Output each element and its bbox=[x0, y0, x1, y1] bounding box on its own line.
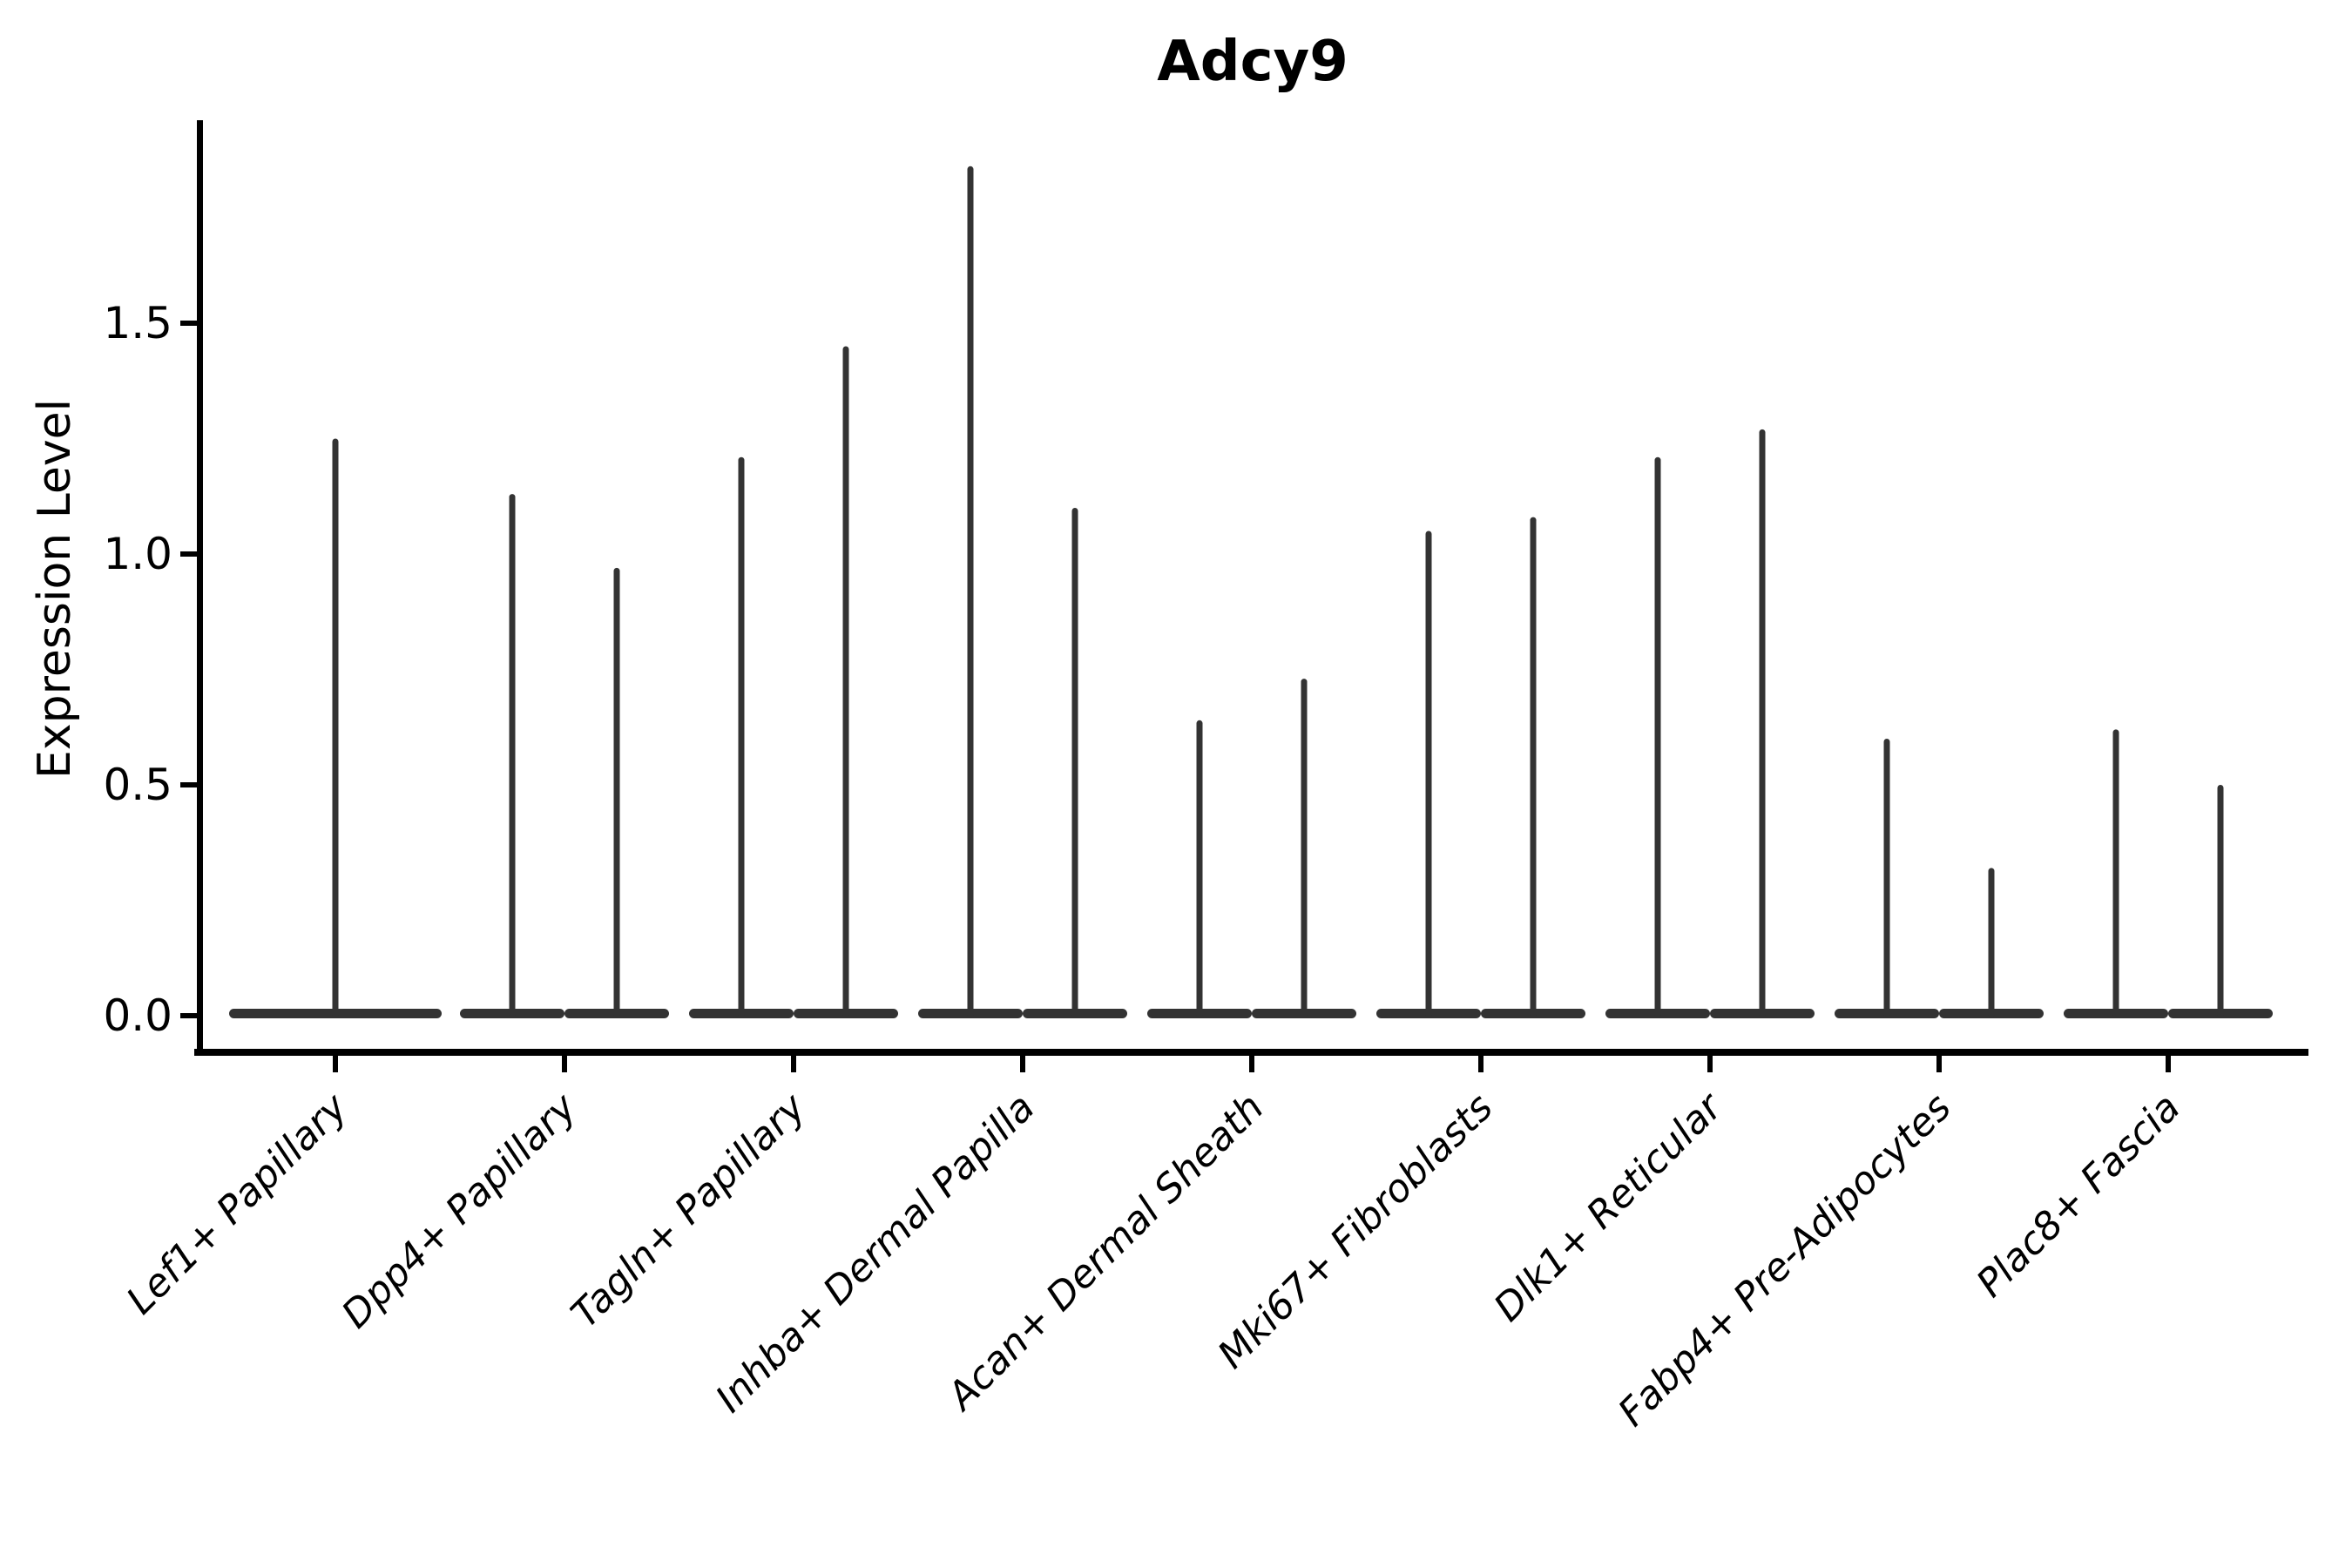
x-tick-label: Lef1+ Papillary bbox=[118, 1085, 357, 1323]
violin-spike bbox=[1301, 679, 1308, 1017]
violin-spike bbox=[2217, 785, 2224, 1017]
violin-spike bbox=[1883, 739, 1890, 1017]
x-tick-label: Dlk1+ Reticular bbox=[1485, 1084, 1732, 1330]
violin-spike bbox=[1530, 517, 1537, 1017]
axes-spines bbox=[194, 120, 2308, 1056]
bottom-spine bbox=[194, 1049, 2308, 1056]
violin-spike bbox=[2112, 729, 2119, 1017]
violin-spike bbox=[1196, 720, 1203, 1017]
x-tick-label: Tagln+ Papillary bbox=[563, 1085, 814, 1336]
x-tick-label: Dpp4+ Papillary bbox=[334, 1085, 586, 1337]
x-tick-label: Plac8+ Fascia bbox=[1968, 1085, 2188, 1306]
chart-title: Adcy9 bbox=[1157, 30, 1348, 94]
violin-spike bbox=[509, 494, 516, 1017]
violin-spike bbox=[1759, 429, 1766, 1017]
y-axis-ticks: 0.0 0.5 1.0 1.5 bbox=[103, 298, 199, 1041]
y-axis-label: Expression Level bbox=[29, 399, 81, 779]
violin-spike bbox=[1425, 531, 1432, 1017]
left-spine bbox=[197, 120, 203, 1056]
violin-spike bbox=[1988, 868, 1995, 1017]
y-tick-label: 1.0 bbox=[103, 529, 172, 579]
violin-spike bbox=[738, 456, 745, 1017]
violin-spike bbox=[332, 438, 339, 1017]
violin-spike bbox=[613, 567, 620, 1017]
violin-spike bbox=[842, 346, 849, 1017]
y-tick-label: 0.5 bbox=[103, 760, 172, 810]
violin-spike bbox=[1654, 456, 1661, 1017]
violins-group bbox=[229, 166, 2273, 1018]
violin-spike bbox=[1071, 508, 1078, 1017]
y-tick-label: 0.0 bbox=[103, 990, 172, 1041]
violin-spike bbox=[967, 166, 974, 1018]
y-tick-label: 1.5 bbox=[103, 298, 172, 348]
